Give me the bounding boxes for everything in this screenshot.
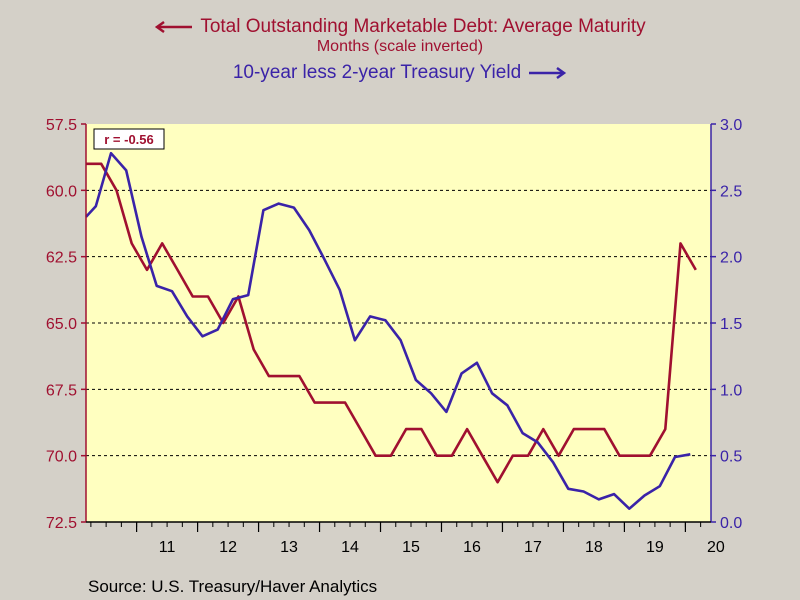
left-tick-label: 60.0 — [46, 183, 77, 200]
left-tick-label: 62.5 — [46, 250, 77, 267]
x-tick-label: 13 — [280, 539, 298, 556]
x-tick-label: 12 — [219, 539, 237, 556]
series-line-2 — [85, 151, 691, 511]
x-tick-label: 20 — [707, 539, 725, 556]
right-tick-label: 1.0 — [720, 382, 742, 399]
left-tick-label: 57.5 — [46, 117, 77, 134]
series-line-1 — [86, 162, 697, 484]
x-tick-label: 11 — [159, 539, 176, 556]
legend-series-2: 10-year less 2-year Treasury Yield — [0, 62, 800, 84]
x-tick-label: 17 — [524, 539, 542, 556]
source-note: Source: U.S. Treasury/Haver Analytics — [88, 577, 378, 596]
x-tick-label: 19 — [646, 539, 664, 556]
left-tick-label: 70.0 — [46, 449, 77, 466]
left-tick-label: 72.5 — [46, 515, 77, 532]
right-arrow-icon — [529, 66, 567, 80]
correlation-annotation: r = -0.56 — [93, 128, 165, 150]
x-tick-label: 15 — [402, 539, 420, 556]
legend-series-1-sublabel: Months (scale inverted) — [316, 38, 484, 55]
right-tick-label: 2.0 — [720, 250, 742, 267]
x-tick-label: 16 — [463, 539, 481, 556]
right-tick-label: 3.0 — [720, 117, 742, 134]
left-arrow-icon — [155, 20, 193, 34]
x-tick-label: 14 — [341, 539, 359, 556]
legend-series-1-label: Total Outstanding Marketable Debt: Avera… — [200, 16, 646, 37]
legend-series-1: Total Outstanding Marketable Debt: Avera… — [0, 16, 800, 38]
left-tick-label: 67.5 — [46, 382, 77, 399]
left-tick-label: 65.0 — [46, 316, 77, 333]
legend-series-2-label: 10-year less 2-year Treasury Yield — [232, 62, 522, 83]
right-tick-label: 2.5 — [720, 183, 742, 200]
right-tick-label: 0.5 — [720, 449, 742, 466]
x-tick-label: 18 — [585, 539, 603, 556]
right-tick-label: 1.5 — [720, 316, 742, 333]
right-tick-label: 0.0 — [720, 515, 742, 532]
correlation-label: r = -0.56 — [104, 132, 154, 147]
